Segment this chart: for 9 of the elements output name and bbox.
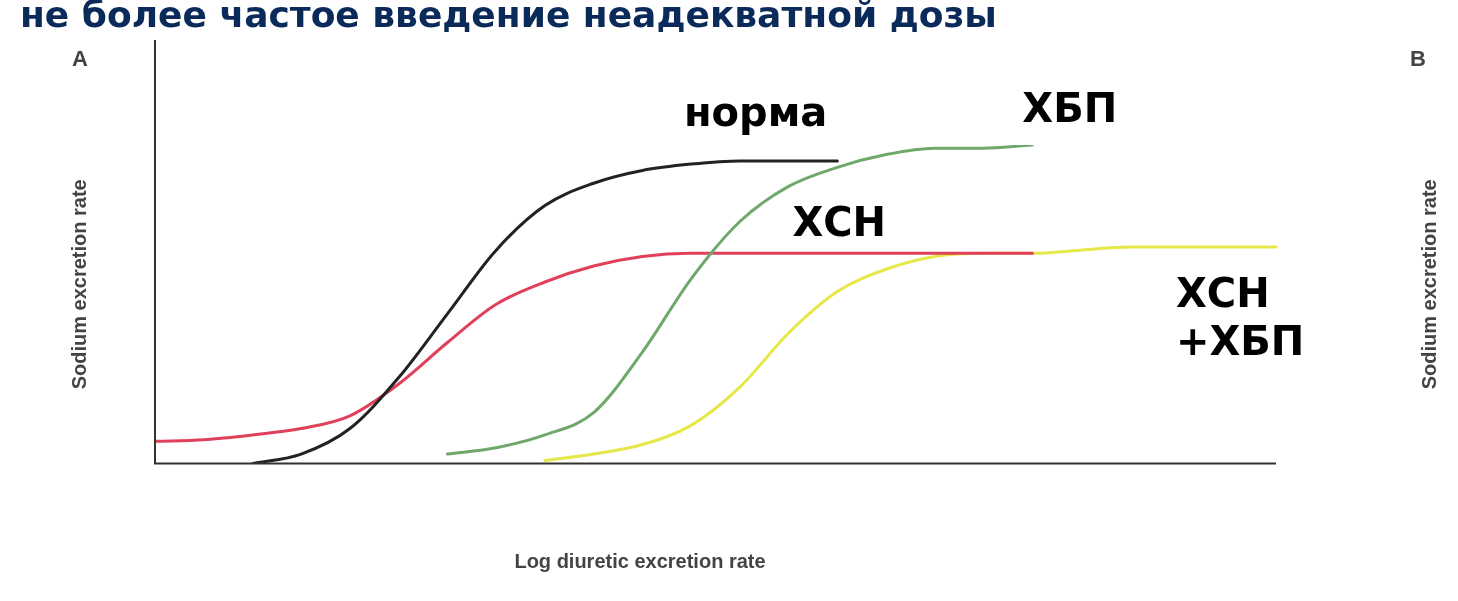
y-axis-title: Sodium excretion rate: [67, 179, 90, 390]
text: A: [72, 46, 89, 72]
series-label: ХСН: [792, 198, 887, 245]
text: B: [1410, 46, 1426, 72]
series-label: ХБП: [1022, 85, 1118, 132]
text: Sodium excretion rate: [1417, 179, 1440, 390]
series-label: норма: [683, 89, 828, 136]
x-axis-title: Log diuretic excretion rate: [514, 549, 766, 572]
series-label: ХСН +ХБП: [1176, 270, 1305, 365]
